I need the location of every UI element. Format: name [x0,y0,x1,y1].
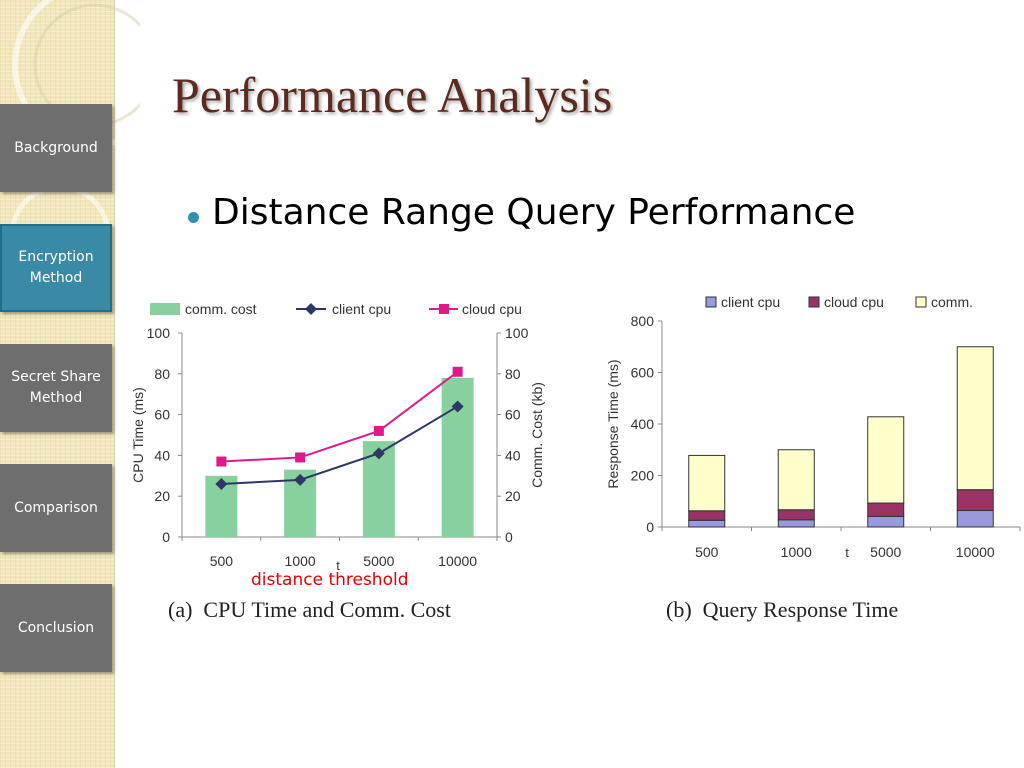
y-tick-label-right: 0 [505,529,513,545]
cloud-cpu-point [373,425,384,436]
cloud-cpu-line [221,370,459,463]
client-cpu-segment [777,519,815,528]
sidebar: Background Encryption Method Secret Shar… [0,0,140,768]
sidebar-item-comparison[interactable]: Comparison [0,464,112,552]
legend-swatch-cloud-cpu-marker [439,304,449,314]
x-tick-label: 5000 [870,544,901,560]
cloud-cpu-segment [688,510,726,521]
sidebar-item-conclusion[interactable]: Conclusion [0,584,112,672]
comm-segment [688,454,726,512]
legend-label: comm. [931,294,973,310]
y-tick-label: 600 [631,365,655,381]
legend-swatch-comm-cost [150,303,180,315]
cloud-cpu-point [452,366,463,377]
y-tick-label-right: 80 [505,366,521,382]
x-tick-label: 1000 [781,544,812,560]
legend-swatch-cloud-cpu [808,296,820,308]
y-tick-label-left: 100 [147,325,171,341]
distance-threshold-annotation: distance threshold [251,570,409,590]
y-axis-label-left: CPU Time (ms) [130,387,146,483]
y-axis-label-right: Comm. Cost (kb) [529,382,545,488]
cloud-cpu-segment [956,489,994,512]
legend-swatch-comm [915,296,927,308]
x-axis-label: t [336,558,340,573]
cpu-comm-chart: 0 0 20 20 40 40 60 60 80 80 100 100 500 1000 5000 10000… [130,301,545,573]
y-tick-label-left: 80 [154,366,170,382]
legend-label: client cpu [721,294,780,310]
client-cpu-segment [688,519,726,528]
y-axis-label: Response Time (ms) [605,359,621,488]
x-tick-label: 10000 [956,544,995,560]
legend-label: cloud cpu [462,301,522,317]
y-tick-label: 200 [631,468,655,484]
sidebar-item-background[interactable]: Background [0,104,112,192]
y-tick-label-right: 20 [505,488,521,504]
comm-segment [777,449,815,511]
x-tick-label: 5000 [363,553,394,569]
comm-segment [867,416,905,504]
sidebar-item-encryption-method[interactable]: Encryption Method [0,224,112,312]
cloud-cpu-point [216,456,227,467]
y-tick-label-right: 60 [505,407,521,423]
y-tick-label-right: 100 [505,325,529,341]
x-tick-label: 10000 [438,553,477,569]
y-tick-label-right: 40 [505,447,521,463]
cloud-cpu-segment [867,502,905,517]
x-tick-label: 1000 [285,553,316,569]
response-time-chart: 0 200 400 600 800 500 1000 5000 10000 t Response T… [605,294,1021,560]
legend-label: cloud cpu [824,294,884,310]
client-cpu-segment [867,515,905,528]
client-cpu-point [294,473,307,486]
y-tick-label: 400 [631,416,655,432]
y-tick-label-left: 60 [154,407,170,423]
client-cpu-segment [956,510,994,528]
client-cpu-point [215,477,228,490]
page-title: Performance Analysis [172,67,613,123]
legend-label: comm. cost [185,301,257,317]
y-tick-label-left: 20 [154,488,170,504]
comm-segment [956,346,994,491]
legend-label: client cpu [332,301,391,317]
y-tick-label: 800 [631,313,655,329]
x-tick-label: 500 [695,544,719,560]
caption-a: (a) CPU Time and Comm. Cost [168,597,451,622]
legend-swatch-client-cpu [705,296,717,308]
bullet-icon [188,212,199,223]
bullet-text: Distance Range Query Performance [212,192,856,233]
caption-b: (b) Query Response Time [666,597,899,622]
y-tick-label-left: 40 [154,447,170,463]
y-tick-label: 0 [646,519,654,535]
x-tick-label: 500 [210,553,234,569]
sidebar-item-secret-share-method[interactable]: Secret Share Method [0,344,112,432]
client-cpu-point [372,447,385,460]
client-cpu-point [451,400,464,413]
x-axis-label: t [845,545,849,560]
y-tick-label-left: 0 [162,529,170,545]
cloud-cpu-point [295,452,306,463]
client-cpu-line [221,405,459,485]
cloud-cpu-segment [777,509,815,521]
legend-swatch-client-cpu-marker [305,303,317,315]
